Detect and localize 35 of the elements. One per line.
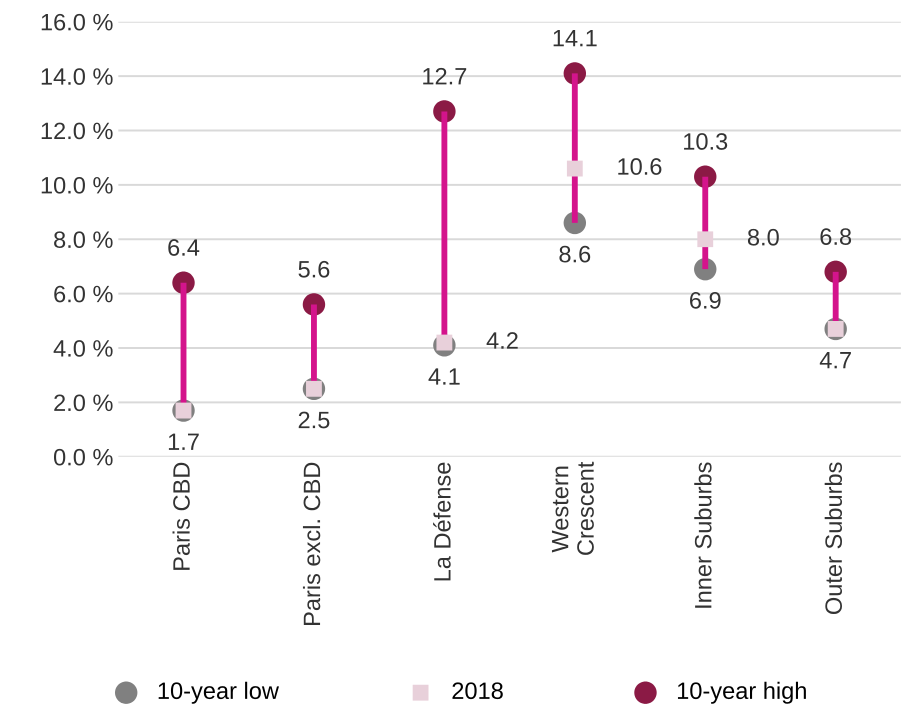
point — [697, 231, 714, 248]
y-tick-label: 2.0 % — [54, 394, 113, 412]
legend-label: 10-year low — [158, 682, 279, 704]
y-tick-label: 8.0 % — [54, 231, 113, 248]
y-tick-label: 0.0 % — [54, 448, 113, 466]
x-tick-label: Western Crescent — [552, 462, 594, 555]
data-label: 4.2 — [486, 332, 518, 349]
data-label: 4.7 — [820, 352, 851, 368]
data-label: 6.8 — [820, 228, 852, 245]
data-label: 8.6 — [559, 246, 590, 263]
data-label: 10.6 — [618, 158, 662, 175]
x-tick-label: Paris excl. CBD — [302, 462, 320, 625]
legend-label: 2018 — [452, 682, 503, 700]
data-label: 8.0 — [748, 228, 779, 246]
data-label: 4.1 — [428, 368, 460, 385]
data-label: 6.9 — [690, 292, 721, 309]
data-label: 2.5 — [298, 412, 330, 428]
point — [566, 160, 583, 176]
legend-label: 10-year high — [678, 682, 806, 704]
y-tick-label: 12.0 % — [42, 122, 113, 140]
x-tick-label: Outer Suburbs — [824, 462, 842, 614]
data-label: 14.1 — [554, 30, 597, 46]
data-label: 12.7 — [423, 68, 466, 84]
x-tick-label: Inner Suburbs — [694, 462, 712, 608]
x-tick-label: Paris CBD — [172, 462, 190, 570]
y-tick-label: 10.0 % — [42, 176, 113, 194]
data-label: 5.6 — [298, 260, 330, 278]
y-tick-label: 4.0 % — [54, 340, 113, 357]
y-tick-label: 6.0 % — [54, 286, 113, 302]
data-label: 6.4 — [168, 239, 200, 256]
y-tick-label: 14.0 % — [42, 68, 113, 85]
x-tick-label: La Défense — [433, 462, 451, 580]
data-label: 1.7 — [168, 434, 199, 450]
data-label: 10.3 — [684, 133, 728, 150]
y-tick-label: 16.0 % — [42, 14, 113, 31]
